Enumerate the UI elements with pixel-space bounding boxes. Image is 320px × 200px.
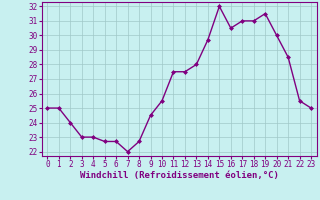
X-axis label: Windchill (Refroidissement éolien,°C): Windchill (Refroidissement éolien,°C): [80, 171, 279, 180]
